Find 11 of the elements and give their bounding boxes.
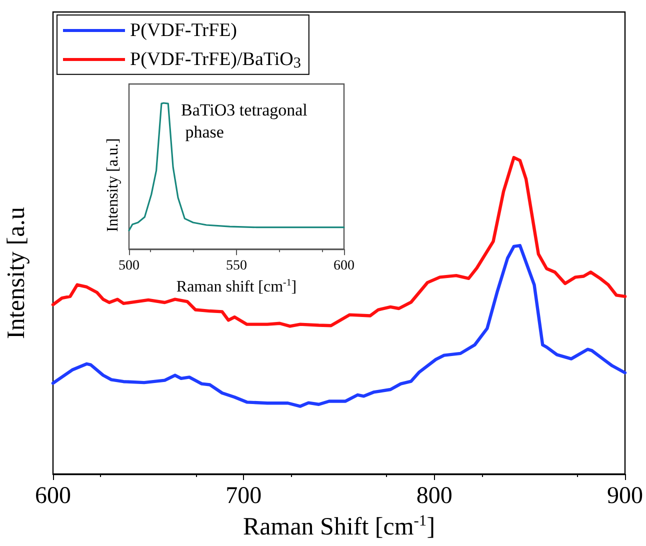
y-axis-title: Intensity [a.u — [3, 206, 30, 339]
x-tick-label: 500 — [118, 258, 140, 274]
legend-label: P(VDF-TrFE) — [130, 20, 237, 41]
y-axis-title: Intensity [a.u.] — [104, 138, 122, 232]
x-tick-label: 600 — [334, 258, 354, 274]
x-tick-label: 800 — [416, 483, 452, 509]
annotation: BaTiO3 tetragonal phase — [181, 100, 308, 142]
x-tick-label: 600 — [35, 483, 71, 509]
x-tick-label: 700 — [226, 483, 262, 509]
x-tick-label: 550 — [226, 258, 247, 274]
x-tick-label: 900 — [607, 483, 643, 509]
